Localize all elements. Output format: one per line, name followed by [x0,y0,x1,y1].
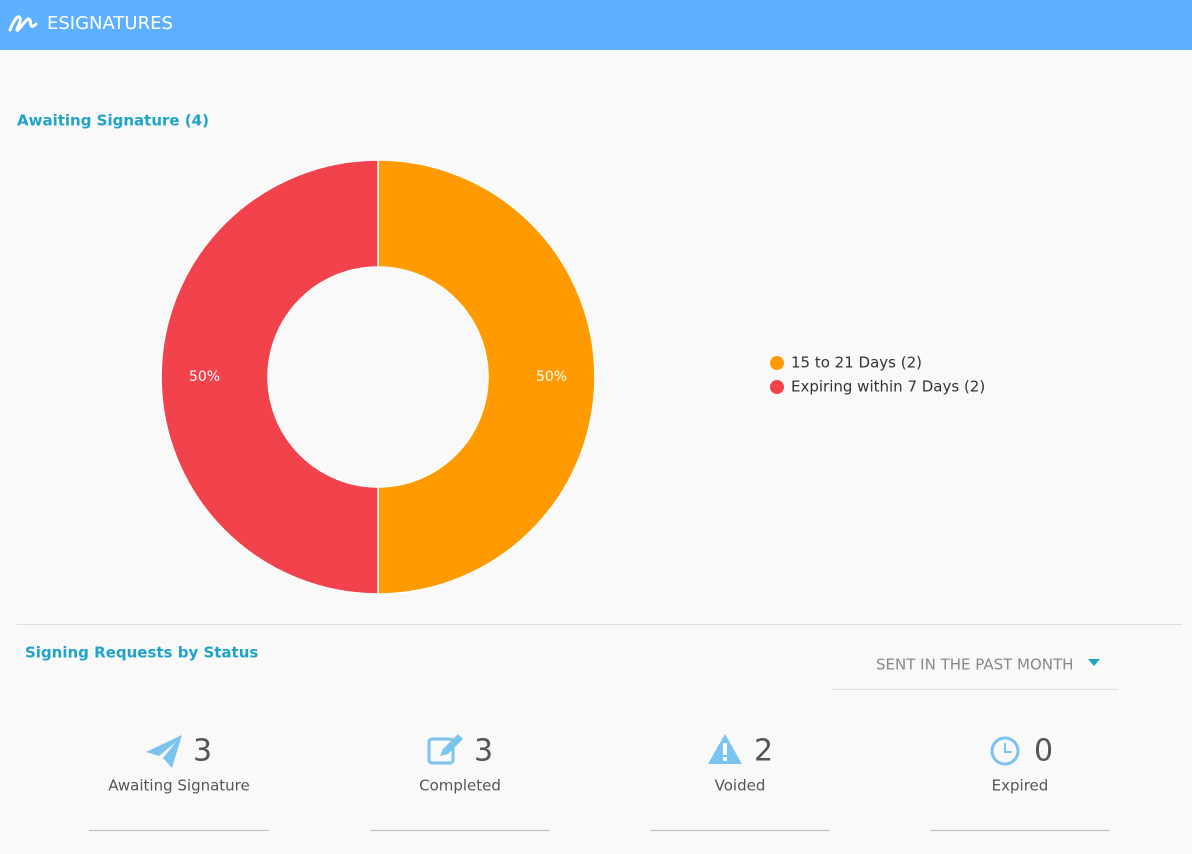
section-title: Signing Requests by Status [25,644,258,662]
logo [8,15,38,32]
legend-label: 15 to 21 Days (2) [791,354,922,372]
header-title: ESIGNATURES [47,13,173,34]
icon-clock [990,736,1020,766]
status-count: 0 [1034,734,1053,769]
header-bar [0,0,1192,50]
icon-warning [708,734,742,764]
status-count: 3 [193,734,212,769]
legend-label: Expiring within 7 Days (2) [791,378,985,396]
legend-swatch [770,356,784,370]
pie-slice [160,159,379,595]
dropdown-arrow[interactable] [1088,659,1100,666]
icon-plane [146,735,182,768]
status-label: Completed [419,777,501,795]
icon-edit [427,734,463,765]
status-count: 2 [754,734,773,769]
legend-swatch [770,380,784,394]
status-label: Voided [715,777,766,795]
slice-label: 50% [189,369,220,385]
status-label: Awaiting Signature [108,777,250,795]
status-count: 3 [474,734,493,769]
pie-slice [377,159,596,595]
icons [146,734,1020,768]
filter-dropdown[interactable]: SENT IN THE PAST MONTH [876,656,1073,674]
slice-label: 50% [536,369,567,385]
status-label: Expired [992,777,1049,795]
chart-title: Awaiting Signature (4) [17,112,209,130]
